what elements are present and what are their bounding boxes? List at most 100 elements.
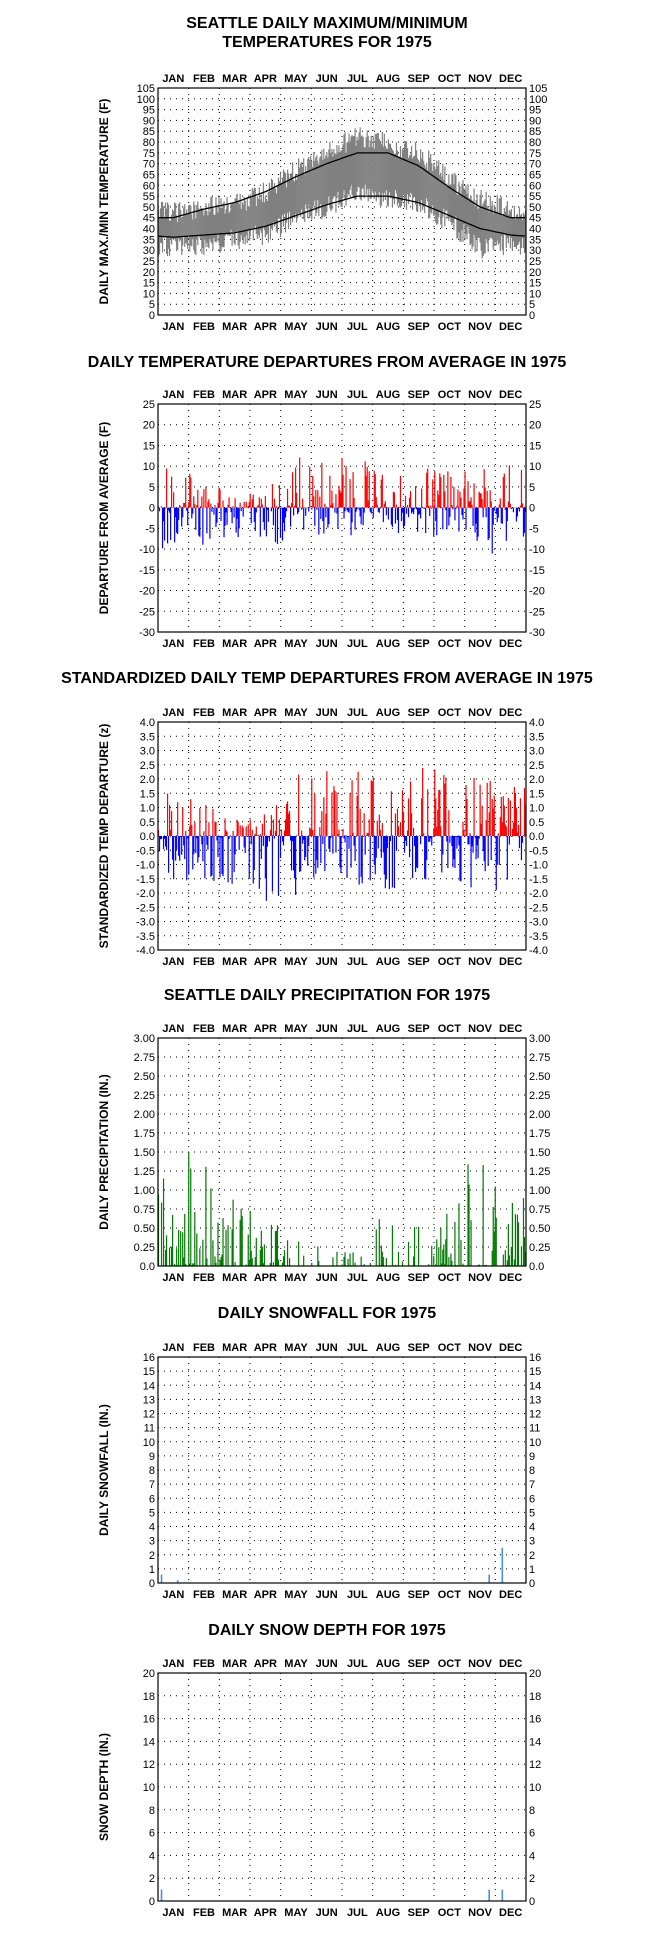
y-tick-label-right: 3.5	[529, 731, 544, 743]
month-label-top: MAR	[222, 1342, 247, 1354]
y-tick-label-left: 75	[143, 148, 155, 160]
y-tick-label-right: 8	[529, 1805, 535, 1817]
y-tick-label-right: 2.25	[529, 1090, 550, 1102]
y-tick-label-left: 10	[143, 1782, 155, 1794]
y-tick-label-right: 1.25	[529, 1166, 550, 1178]
y-tick-label-right: 5	[529, 299, 535, 311]
y-tick-label-left: 16	[143, 1714, 155, 1726]
month-label-top: JAN	[162, 1658, 184, 1670]
month-label-bottom: JUL	[347, 638, 368, 650]
y-tick-label-left: 2.50	[134, 1071, 155, 1083]
y-tick-label-right: 20	[529, 1668, 541, 1680]
chart-title: DAILY TEMPERATURE DEPARTURES FROM AVERAG…	[88, 354, 567, 371]
month-label-bottom: SEP	[408, 1907, 430, 1919]
month-label-bottom: DEC	[499, 1272, 522, 1284]
plot-frame	[157, 1356, 527, 1584]
y-axis-label: DAILY SNOWFALL (IN.)	[97, 1404, 111, 1536]
chart-title: TEMPERATURES FOR 1975	[222, 34, 432, 51]
y-tick-label-right: 1.0	[529, 803, 544, 815]
month-label-top: JUN	[316, 389, 338, 401]
month-label-bottom: JAN	[162, 1907, 184, 1919]
y-tick-label-left: 10	[143, 288, 155, 300]
y-tick-label-left: 5	[149, 482, 155, 494]
month-label-bottom: JUL	[347, 1907, 368, 1919]
month-label-bottom: DEC	[499, 638, 522, 650]
month-label-top: APR	[254, 707, 277, 719]
y-tick-label-right: -2.5	[529, 902, 548, 914]
month-label-top: FEB	[193, 1342, 215, 1354]
normal-low-line	[157, 195, 526, 238]
month-label-bottom: APR	[254, 1589, 277, 1601]
y-tick-label-right: 2.00	[529, 1109, 550, 1121]
month-label-bottom: SEP	[408, 321, 430, 333]
y-tick-label-right: 4.0	[529, 717, 544, 729]
y-tick-label-right: 1.00	[529, 1185, 550, 1197]
chart-title: SEATTLE DAILY PRECIPITATION FOR 1975	[164, 987, 490, 1004]
y-tick-label-left: 25	[143, 256, 155, 268]
month-label-top: OCT	[438, 707, 462, 719]
y-tick-label-left: 0	[149, 310, 155, 322]
y-tick-label-left: 0	[149, 1578, 155, 1590]
month-label-top: SEP	[408, 1023, 430, 1035]
month-label-top: NOV	[468, 1023, 493, 1035]
y-tick-label-left: 2.5	[140, 760, 155, 772]
month-label-bottom: MAR	[222, 638, 247, 650]
y-tick-label-right: 60	[529, 180, 541, 192]
month-label-bottom: SEP	[408, 1589, 430, 1601]
y-tick-label-left: 3.5	[140, 731, 155, 743]
y-tick-label-left: 15	[143, 440, 155, 452]
month-label-bottom: OCT	[438, 1907, 462, 1919]
y-tick-label-right: 5	[529, 482, 535, 494]
y-tick-label-left: -20	[139, 586, 155, 598]
month-label-bottom: JUL	[347, 1272, 368, 1284]
month-label-bottom: NOV	[468, 638, 493, 650]
month-label-bottom: JAN	[162, 638, 184, 650]
chart-title: DAILY SNOWFALL FOR 1975	[218, 1305, 437, 1322]
y-tick-label-left: 40	[143, 224, 155, 236]
y-tick-label-right: 12	[529, 1759, 541, 1771]
month-label-top: NOV	[468, 389, 493, 401]
y-tick-label-right: 2	[529, 1873, 535, 1885]
y-tick-label-right: -2.0	[529, 888, 548, 900]
y-tick-label-left: -3.5	[136, 931, 155, 943]
month-label-top: OCT	[438, 1658, 462, 1670]
month-label-bottom: APR	[254, 321, 277, 333]
month-label-bottom: JUL	[347, 956, 368, 968]
y-tick-label-right: -3.5	[529, 931, 548, 943]
y-tick-label-right: 1.5	[529, 788, 544, 800]
month-label-bottom: AUG	[376, 956, 400, 968]
month-label-top: APR	[254, 73, 277, 85]
y-tick-label-left: 0.50	[134, 1223, 155, 1235]
month-label-top: MAY	[284, 1342, 308, 1354]
y-tick-label-right: 3	[529, 1536, 535, 1548]
month-label-bottom: AUG	[376, 638, 400, 650]
month-label-bottom: NOV	[468, 321, 493, 333]
y-tick-label-left: 7	[149, 1479, 155, 1491]
month-label-top: AUG	[376, 389, 400, 401]
month-label-bottom: MAY	[284, 1272, 308, 1284]
y-tick-label-left: 2.25	[134, 1090, 155, 1102]
y-tick-label-left: 4	[149, 1850, 155, 1862]
y-tick-label-right: 6	[529, 1828, 535, 1840]
y-tick-label-right: 0	[529, 1896, 535, 1908]
month-label-bottom: APR	[254, 1272, 277, 1284]
month-label-bottom: FEB	[193, 1272, 215, 1284]
month-label-top: MAY	[284, 1023, 308, 1035]
month-label-bottom: MAY	[284, 321, 308, 333]
y-tick-label-left: -3.0	[136, 917, 155, 929]
y-tick-label-left: 11	[144, 1423, 155, 1435]
y-tick-label-left: -4.0	[136, 945, 155, 957]
y-tick-label-right: 0	[529, 1578, 535, 1590]
month-label-top: SEP	[408, 73, 430, 85]
month-label-top: JAN	[162, 73, 184, 85]
month-label-top: FEB	[193, 1658, 215, 1670]
y-tick-label-right: 16	[529, 1714, 541, 1726]
month-label-top: JAN	[162, 707, 184, 719]
y-tick-label-left: 80	[143, 137, 155, 149]
month-label-top: JUL	[347, 73, 368, 85]
month-label-bottom: AUG	[376, 1907, 400, 1919]
y-tick-label-right: 80	[529, 137, 541, 149]
y-tick-label-right: 10	[529, 461, 541, 473]
y-tick-label-right: -3.0	[529, 917, 548, 929]
y-tick-label-right: 14	[529, 1380, 541, 1392]
